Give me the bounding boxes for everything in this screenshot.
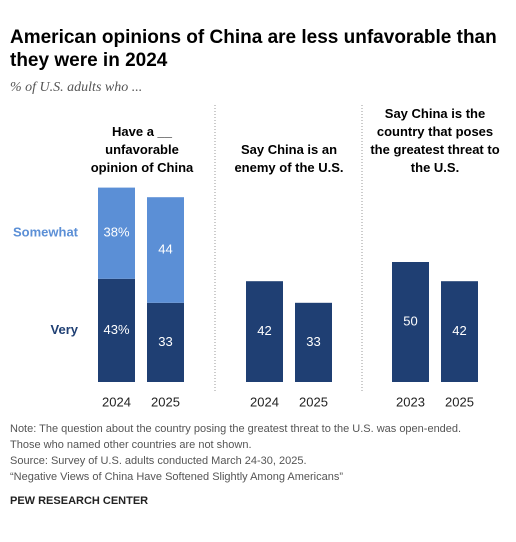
bar — [98, 278, 135, 382]
panel-title: Say China is an enemy of the U.S. — [234, 142, 344, 175]
x-tick-label: 2024 — [102, 394, 131, 409]
value-label: 38% — [103, 225, 129, 240]
source: Source: Survey of U.S. adults conducted … — [10, 455, 307, 467]
bar — [441, 281, 478, 382]
organization: PEW RESEARCH CENTER — [10, 495, 149, 507]
x-tick-label: 2024 — [250, 394, 279, 409]
value-label: 42 — [257, 323, 271, 338]
panel-title: Say China is the country that poses the … — [370, 106, 500, 175]
report: “Negative Views of China Have Softened S… — [10, 471, 344, 483]
value-label: 43% — [103, 322, 129, 337]
x-tick-label: 2025 — [299, 394, 328, 409]
x-tick-label: 2025 — [445, 394, 474, 409]
bar — [147, 197, 184, 303]
note: Note: The question about the country pos… — [10, 423, 462, 451]
series-label: Somewhat — [13, 225, 79, 240]
bar — [295, 302, 332, 382]
value-label: 33 — [306, 334, 320, 349]
bar — [392, 262, 429, 382]
subtitle: % of U.S. adults who ... — [10, 80, 143, 95]
x-tick-label: 2025 — [151, 394, 180, 409]
notes: Note: The question about the country pos… — [10, 421, 490, 485]
bar — [98, 187, 135, 279]
value-label: 50 — [403, 313, 417, 328]
value-label: 44 — [158, 241, 172, 256]
series-label: Very — [51, 322, 79, 337]
x-tick-label: 2023 — [396, 394, 425, 409]
bar — [147, 302, 184, 382]
title: American opinions of China are less unfa… — [10, 27, 497, 71]
bar — [246, 281, 283, 382]
value-label: 42 — [452, 323, 466, 338]
value-label: 33 — [158, 334, 172, 349]
panel-title: Have a __ unfavorable opinion of China — [90, 124, 194, 175]
